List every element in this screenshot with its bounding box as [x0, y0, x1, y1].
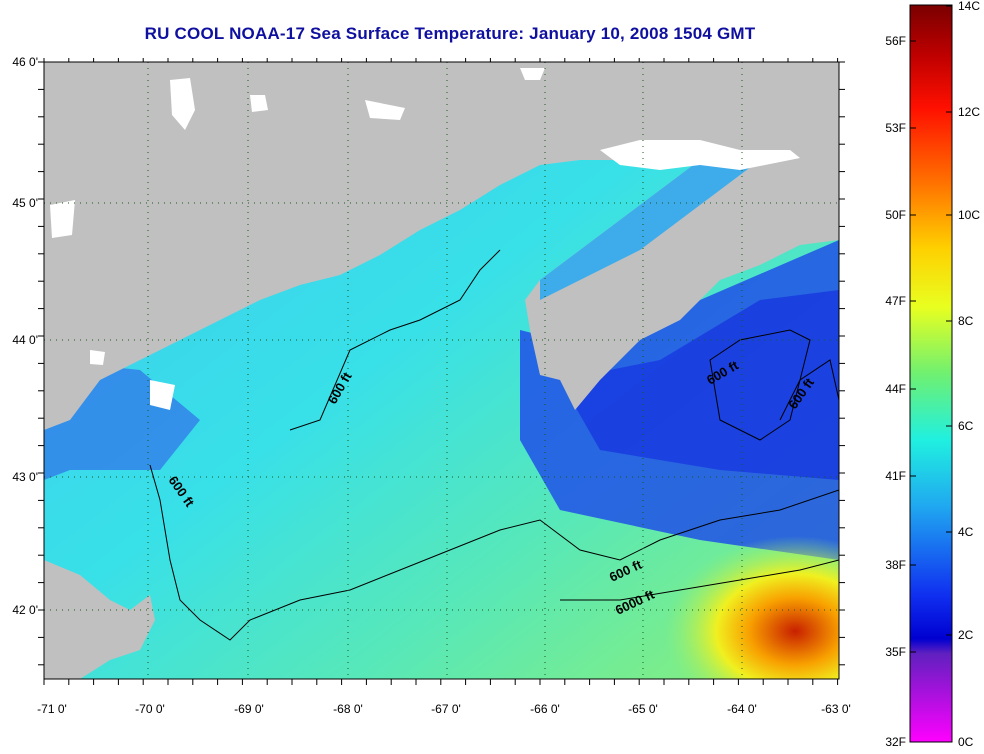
axis-tick-marks [38, 58, 845, 685]
graticule [44, 62, 839, 679]
cb-f-label: 41F [885, 469, 906, 483]
cb-c-label: 2C [958, 628, 974, 642]
cb-c-label: 12C [958, 105, 980, 119]
lon-tick-label: -71 0' [37, 702, 67, 716]
lat-tick-label: 42 0' [12, 603, 38, 617]
lat-tick-label: 46 0' [12, 55, 38, 69]
bay-of-fundy [540, 150, 760, 300]
lat-tick-label: 45 0' [12, 196, 38, 210]
cb-f-label: 35F [885, 645, 906, 659]
cb-c-label: 8C [958, 314, 974, 328]
lon-tick-label: -68 0' [333, 702, 363, 716]
cloud-patches [50, 68, 800, 410]
warm-water-region [620, 520, 839, 679]
cb-c-label: 0C [958, 735, 974, 749]
depth-contours [149, 249, 839, 641]
cb-f-label: 38F [885, 558, 906, 572]
cb-f-label: 32F [885, 735, 906, 749]
lon-tick-label: -70 0' [135, 702, 165, 716]
lon-tick-label: -66 0' [530, 702, 560, 716]
map-plot-area [44, 62, 839, 679]
cb-f-label: 53F [885, 121, 906, 135]
cb-c-label: 14C [958, 0, 980, 13]
colorbar: 56F 53F 50F 47F 44F 41F 38F 35F 32F 14C … [885, 0, 980, 749]
colorbar-fahrenheit-labels: 56F 53F 50F 47F 44F 41F 38F 35F 32F [885, 34, 906, 749]
colorbar-celsius-labels: 14C 12C 10C 8C 6C 4C 2C 0C [958, 0, 980, 749]
cb-f-label: 47F [885, 294, 906, 308]
cb-f-label: 44F [885, 382, 906, 396]
lon-tick-label: -64 0' [727, 702, 757, 716]
cb-f-label: 56F [885, 34, 906, 48]
longitude-labels: -71 0' -70 0' -69 0' -68 0' -67 0' -66 0… [37, 702, 851, 716]
cold-water-core [560, 290, 839, 480]
colorbar-scale [909, 4, 953, 743]
lat-tick-label: 43 0' [12, 470, 38, 484]
lon-tick-label: -65 0' [628, 702, 658, 716]
map-frame [43, 61, 840, 680]
land-mass-south [44, 560, 155, 679]
colorbar-ticks [910, 5, 952, 653]
cb-f-label: 50F [885, 208, 906, 222]
cb-c-label: 6C [958, 419, 974, 433]
cb-c-label: 4C [958, 525, 974, 539]
lat-tick-label: 44 0' [12, 333, 38, 347]
lon-tick-label: -69 0' [234, 702, 264, 716]
cb-c-label: 10C [958, 208, 980, 222]
latitude-labels: 46 0' 45 0' 44 0' 43 0' 42 0' [12, 55, 38, 617]
lon-tick-label: -63 0' [821, 702, 851, 716]
map-title: RU COOL NOAA-17 Sea Surface Temperature:… [144, 24, 756, 43]
lon-tick-label: -67 0' [431, 702, 461, 716]
